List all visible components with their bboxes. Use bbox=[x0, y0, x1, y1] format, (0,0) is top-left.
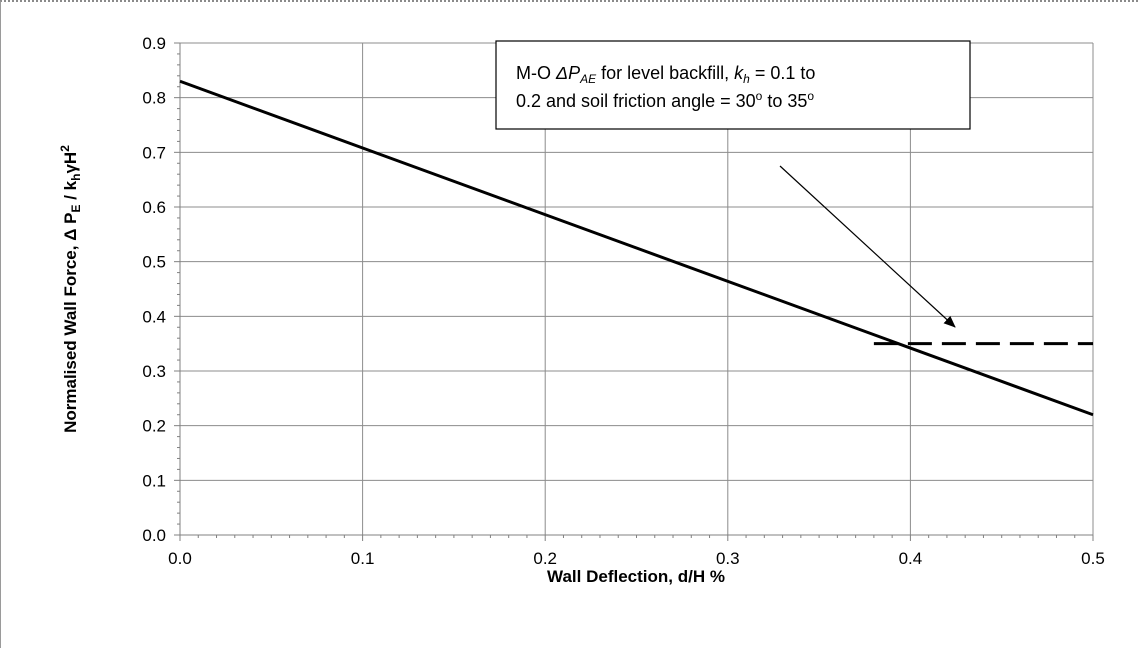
x-tick-label: 0.1 bbox=[351, 549, 375, 568]
y-tick-label: 0.8 bbox=[142, 89, 166, 108]
x-tick-labels: 0.0 0.1 0.2 0.3 0.4 0.5 bbox=[168, 549, 1105, 568]
y-tick-label: 0.5 bbox=[142, 253, 166, 272]
y-tick-label: 0.2 bbox=[142, 417, 166, 436]
annotation-box bbox=[495, 40, 971, 130]
x-axis-title: Wall Deflection, d/H % bbox=[547, 567, 725, 586]
y-tick-label: 0.6 bbox=[142, 198, 166, 217]
x-tick-label: 0.2 bbox=[533, 549, 557, 568]
y-tick-label: 0.0 bbox=[142, 526, 166, 545]
x-tick-label: 0.5 bbox=[1081, 549, 1105, 568]
annotation-line-1: M-O ΔPAE for level backfill, kh = 0.1 to bbox=[516, 63, 815, 86]
annotation-arrow bbox=[779, 165, 956, 328]
y-tick-label: 0.4 bbox=[142, 307, 166, 326]
y-tick-label: 0.7 bbox=[142, 143, 166, 162]
x-tick-label: 0.0 bbox=[168, 549, 192, 568]
x-tick-label: 0.3 bbox=[716, 549, 740, 568]
series bbox=[179, 79, 1094, 417]
solid-series-line bbox=[179, 79, 1094, 417]
y-tick-label: 0.1 bbox=[142, 471, 166, 490]
annotation-line-2: 0.2 and soil friction angle = 30o to 35o bbox=[516, 89, 814, 111]
y-axis-title: Normalised Wall Force, Δ PE / khγH2 bbox=[58, 145, 83, 433]
y-tick-label: 0.3 bbox=[142, 362, 166, 381]
axes bbox=[179, 43, 1093, 536]
x-tick-label: 0.4 bbox=[899, 549, 923, 568]
y-tick-labels: 0.0 0.1 0.2 0.3 0.4 0.5 0.6 0.7 0.8 0.9 bbox=[142, 34, 166, 545]
y-tick-label: 0.9 bbox=[142, 34, 166, 53]
